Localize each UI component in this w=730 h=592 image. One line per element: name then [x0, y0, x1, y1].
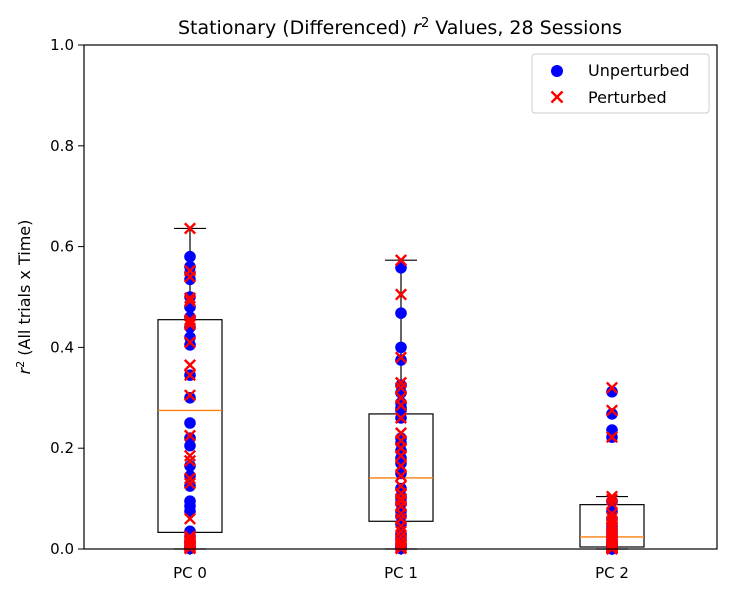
data-point-perturbed [183, 222, 197, 235]
y-tick-label: 0.8 [50, 137, 74, 155]
data-point-perturbed [394, 399, 408, 412]
data-point-perturbed [605, 381, 619, 394]
data-point-perturbed [183, 389, 197, 402]
data-point-perturbed [605, 493, 619, 506]
data-point-unperturbed [395, 467, 407, 480]
y-tick-label: 0.0 [50, 540, 74, 558]
data-point-perturbed [183, 472, 197, 485]
plot-area: 0.0 0.2 0.4 0.6 0.8 1.0 PC 0 PC 1 PC 2 [50, 36, 718, 582]
y-tick-label: 0.6 [50, 238, 74, 256]
y-axis-label: r2 (All trials x Time) [14, 220, 35, 375]
data-point-unperturbed [606, 408, 618, 420]
data-point-perturbed [183, 270, 197, 283]
y-tick-label: 0.4 [50, 338, 74, 356]
data-point-perturbed [183, 512, 197, 525]
data-point-perturbed [394, 449, 408, 462]
x-tick-label: PC 2 [595, 564, 629, 582]
data-point-perturbed [183, 313, 197, 326]
data-point-perturbed [394, 537, 408, 551]
data-point-unperturbed [184, 339, 196, 351]
chart-title-prefix: Stationary (Differenced) [178, 17, 413, 39]
data-point-perturbed [183, 294, 197, 308]
data-point-perturbed [394, 459, 408, 472]
chart-title: Stationary (Differenced) r2 Values, 28 S… [178, 16, 622, 40]
data-point-perturbed [605, 497, 619, 510]
data-point-perturbed [394, 469, 408, 482]
data-point-perturbed [394, 288, 408, 301]
y-axis-label-sup: 2 [14, 361, 27, 368]
data-point-unperturbed [184, 439, 196, 452]
data-point-unperturbed [184, 392, 196, 404]
chart-title-suffix: Values, 28 Sessions [429, 17, 622, 39]
data-point-perturbed [183, 477, 197, 490]
data-point-perturbed [183, 358, 197, 372]
data-point-unperturbed [184, 505, 196, 517]
data-point-unperturbed [184, 417, 196, 429]
data-point-perturbed [394, 495, 408, 508]
data-point-perturbed [605, 404, 619, 417]
y-tick-label: 0.2 [50, 439, 74, 457]
data-point-perturbed [183, 454, 197, 467]
x-tick-label: PC 0 [173, 564, 207, 582]
data-point-unperturbed [395, 354, 407, 366]
data-point-unperturbed [184, 470, 196, 482]
data-point-unperturbed [395, 307, 407, 319]
y-tick-label: 1.0 [50, 36, 74, 54]
data-point-unperturbed [184, 273, 196, 286]
legend-unperturbed-label: Unperturbed [588, 61, 690, 80]
legend-frame [531, 53, 710, 114]
data-point-perturbed [394, 507, 408, 520]
data-point-perturbed [183, 449, 197, 462]
data-point-perturbed [605, 431, 619, 444]
data-point-perturbed [394, 254, 408, 267]
legend-perturbed-label: Perturbed [588, 88, 667, 107]
data-point-perturbed [183, 318, 197, 331]
data-point-unperturbed [184, 250, 196, 263]
data-point-unperturbed [395, 457, 407, 470]
data-point-unperturbed [606, 385, 618, 398]
data-point-perturbed [183, 336, 197, 349]
chart-title-var: r [413, 17, 422, 39]
data-point-perturbed [394, 381, 408, 394]
data-point-perturbed [394, 520, 408, 533]
legend-perturbed-marker [550, 90, 564, 104]
data-point-perturbed [183, 429, 197, 442]
data-point-perturbed [183, 291, 197, 305]
data-point-perturbed [394, 376, 408, 389]
data-point-perturbed [394, 351, 408, 364]
plot-frame [83, 44, 718, 550]
data-point-perturbed [183, 369, 197, 382]
legend-unperturbed-marker [551, 65, 563, 77]
data-point-unperturbed [184, 480, 196, 492]
data-point-unperturbed [395, 341, 407, 354]
y-axis-label-var: r [15, 366, 34, 374]
data-point-perturbed [183, 316, 197, 329]
legend: Unperturbed Perturbed [531, 53, 710, 114]
data-point-unperturbed [395, 261, 407, 274]
data-point-perturbed [394, 411, 408, 425]
chart-title-sup: 2 [421, 16, 429, 31]
x-tick-label: PC 1 [384, 564, 418, 582]
y-axis-label-rest: (All trials x Time) [15, 220, 34, 361]
data-point-perturbed [394, 525, 408, 538]
